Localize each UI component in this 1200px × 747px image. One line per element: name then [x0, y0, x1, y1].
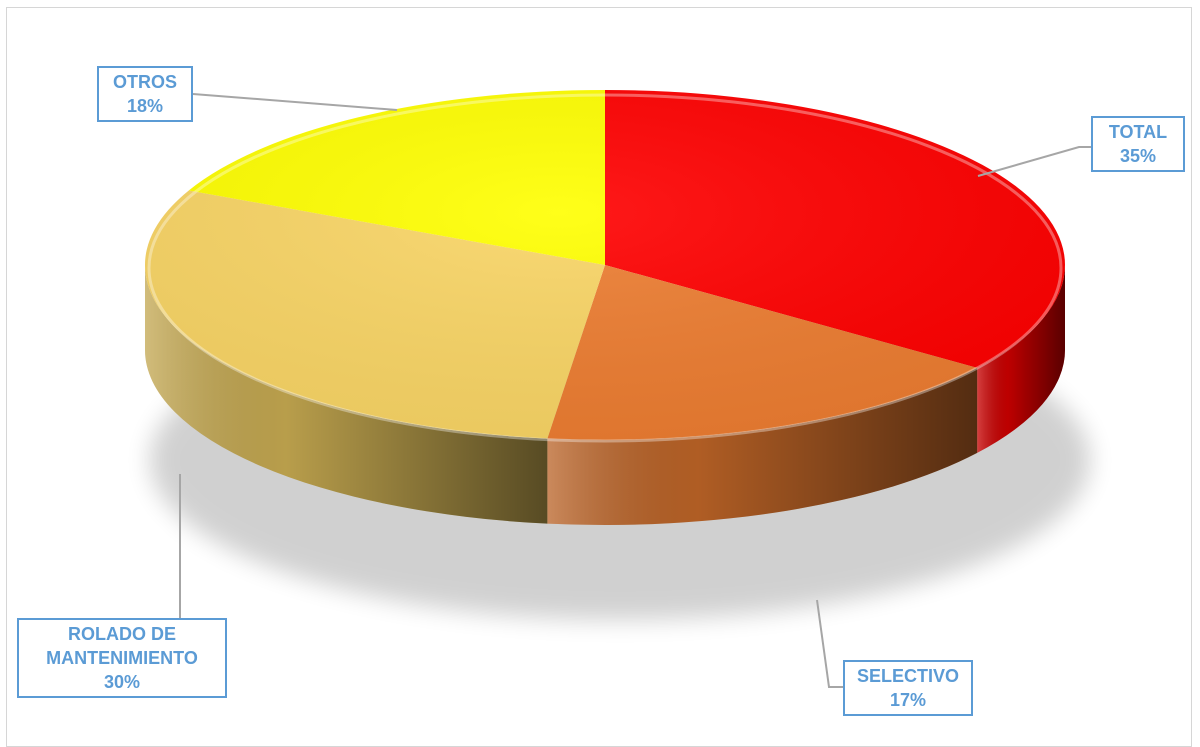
data-label-percent: 35%: [1119, 146, 1157, 166]
leader-line-total: [977, 146, 1091, 177]
pie-bevel-rim: [147, 93, 1063, 443]
pie-side-shading: [145, 265, 548, 524]
pie-side-shading: [547, 367, 978, 525]
pie-sides: [145, 265, 1065, 525]
leader-lines: [179, 93, 1091, 688]
data-label-percent: 18%: [126, 96, 164, 116]
data-label-otros: OTROS 18%: [97, 66, 193, 122]
data-label-category: ROLADO DE MANTENIMIENTO: [46, 624, 198, 668]
data-label-total: TOTAL 35%: [1091, 116, 1185, 172]
data-label-rolado-de-mantenimiento: ROLADO DE MANTENIMIENTO 30%: [17, 618, 227, 698]
pie-top-shine: [145, 90, 1065, 440]
data-label-category: SELECTIVO: [856, 666, 959, 686]
data-label-category: TOTAL: [1108, 122, 1168, 142]
pie-top: [144, 90, 1065, 443]
data-label-category: OTROS: [112, 72, 177, 92]
pie-chart: [144, 90, 1091, 688]
pie-side-shading: [977, 265, 1065, 453]
data-label-percent: 30%: [103, 672, 141, 692]
leader-line-otros: [192, 93, 398, 111]
data-label-selectivo: SELECTIVO 17%: [843, 660, 973, 716]
leader-line-selectivo: [816, 599, 843, 688]
data-label-percent: 17%: [889, 690, 927, 710]
